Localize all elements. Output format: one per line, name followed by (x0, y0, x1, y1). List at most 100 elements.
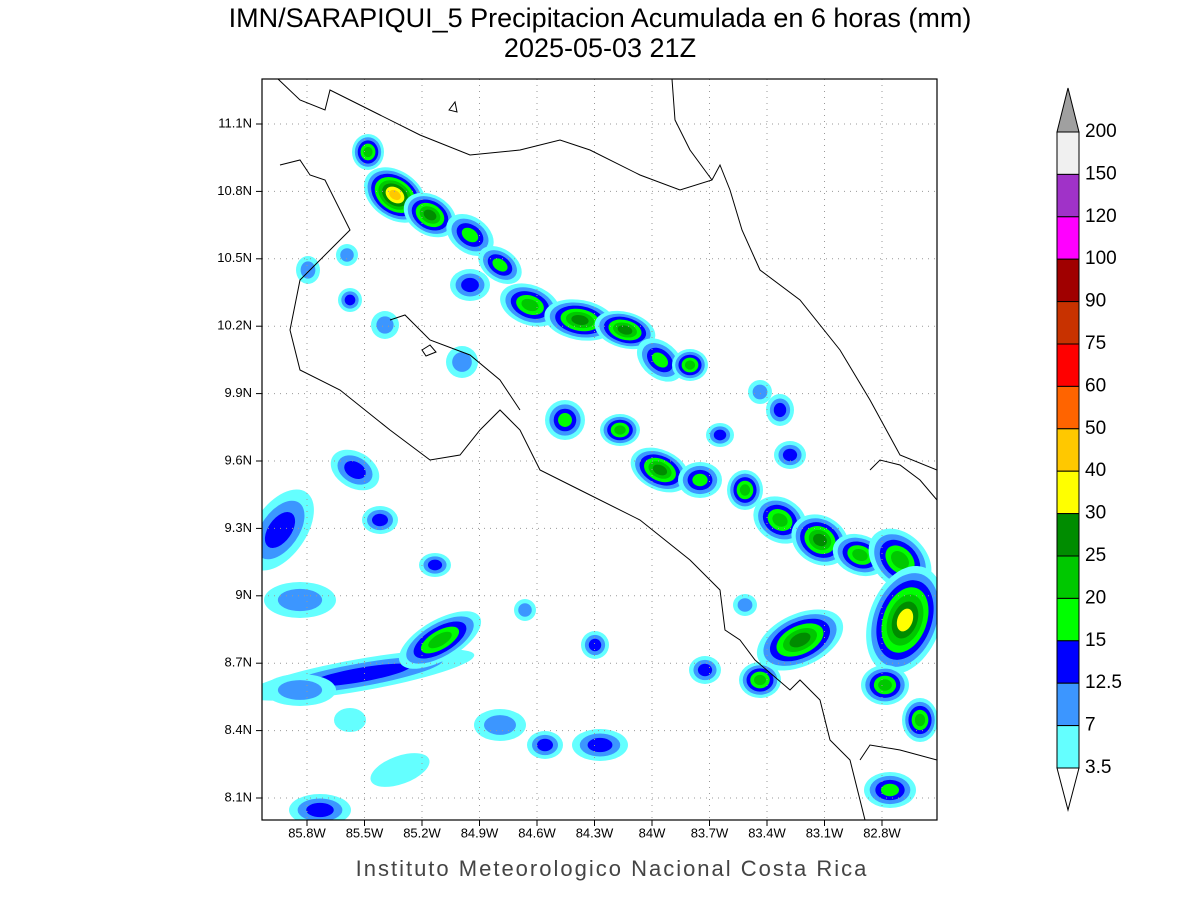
lat-label: 8.7N (225, 655, 252, 670)
map-frame (261, 78, 938, 821)
colorbar-label: 75 (1085, 333, 1106, 354)
precip-contour (452, 352, 472, 372)
colorbar-band (1056, 470, 1080, 515)
precip-contour (300, 261, 316, 279)
precip-contour (537, 738, 553, 752)
colorbar-label: 60 (1085, 375, 1106, 396)
precip-contour (277, 588, 323, 612)
lat-label: 10.2N (217, 318, 252, 333)
colorbar-band (1056, 555, 1080, 599)
coastline (869, 459, 937, 501)
lat-label: 10.5N (217, 250, 252, 265)
precip-contour (697, 663, 713, 677)
coastline (671, 79, 713, 181)
precip-contour (370, 753, 430, 787)
lon-label: 83.7W (691, 825, 729, 840)
colorbar-band (1056, 131, 1080, 175)
colorbar: 200 150 120 100 90 75 60 50 40 30 25 20 15 12.5 7 3.5 (1056, 87, 1122, 812)
colorbar-label: 100 (1085, 248, 1117, 269)
colorbar-band (1056, 258, 1080, 303)
precip-contour (852, 548, 868, 562)
precip-contour (896, 608, 914, 632)
precip-contour (492, 258, 508, 272)
precip-contour (772, 513, 788, 527)
precip-contour (614, 425, 626, 435)
colorbar-label: 90 (1085, 291, 1106, 312)
coastlines (277, 79, 937, 820)
coastline (421, 100, 458, 357)
colorbar-band (1056, 385, 1080, 430)
colorbar-under (1056, 767, 1080, 812)
colorbar-label: 30 (1085, 503, 1106, 524)
lat-label: 8.4N (225, 722, 252, 737)
precip-contour (891, 551, 909, 569)
precip-contour (684, 360, 696, 370)
coastline (859, 744, 937, 761)
footer: Instituto Meteorologico Nacional Costa R… (356, 856, 869, 881)
colorbar-over (1056, 87, 1080, 133)
coastline (389, 314, 521, 411)
colorbar-band (1056, 343, 1080, 387)
precip-field (262, 134, 937, 820)
precip-contour (306, 802, 334, 818)
precip-contour (344, 294, 356, 306)
lat-label: 10.8N (217, 183, 252, 198)
colorbar-band (1056, 216, 1080, 260)
colorbar-label: 12.5 (1085, 672, 1122, 693)
lon-label: 85.8W (288, 825, 326, 840)
colorbar-label: 200 (1085, 121, 1117, 142)
precip-contour (423, 209, 437, 221)
grid: 11.1N 10.8N 10.5N 10.2N 9.9N 9.6N 9.3N 9N 8.7N 8.… (217, 79, 937, 840)
colorbar-label: 25 (1085, 545, 1106, 566)
precip-contour (340, 248, 354, 262)
lon-label: 85.2W (403, 825, 441, 840)
precip-contour (713, 429, 727, 441)
colorbar-band (1056, 513, 1080, 557)
precip-contour (813, 533, 827, 547)
precip-contour (428, 631, 452, 649)
precip-contour (427, 559, 443, 571)
colorbar-label: 150 (1085, 163, 1117, 184)
coastline (279, 159, 866, 820)
lat-label: 9.3N (225, 520, 252, 535)
precip-contour (754, 674, 766, 686)
lon-label: 85.5W (346, 825, 384, 840)
precip-contour (372, 513, 388, 527)
colorbar-label: 20 (1085, 587, 1106, 608)
colorbar-label: 3.5 (1085, 757, 1111, 778)
precip-contour (587, 737, 613, 753)
precip-contour (376, 316, 394, 334)
lon-label: 83.1W (806, 825, 844, 840)
lat-label: 9.6N (225, 452, 252, 467)
lat-label: 8.1N (225, 789, 252, 804)
precip-contour (344, 460, 366, 480)
precip-contour (588, 638, 602, 652)
lon-label: 84.3W (576, 825, 614, 840)
precip-contour (334, 708, 366, 732)
colorbar-label: 120 (1085, 206, 1117, 227)
precip-contour (878, 679, 892, 691)
lon-label: 84.6W (518, 825, 556, 840)
precip-contour (739, 484, 751, 496)
precip-contour (737, 598, 753, 612)
colorbar-label: 15 (1085, 630, 1106, 651)
precip-contour (277, 680, 323, 700)
precip-contour (789, 632, 811, 648)
precip-contour (389, 189, 401, 201)
precip-contour (461, 277, 479, 293)
precip-contour (363, 146, 373, 158)
lon-label: 82.8W (863, 825, 901, 840)
colorbar-band (1056, 301, 1080, 345)
colorbar-band (1056, 640, 1080, 684)
precip-contour (773, 402, 787, 418)
precip-contour (782, 448, 798, 462)
precip-contour (264, 511, 296, 549)
colorbar-label: 50 (1085, 418, 1106, 439)
colorbar-band (1056, 682, 1080, 727)
colorbar-band (1056, 597, 1080, 642)
colorbar-label: 40 (1085, 460, 1106, 481)
precip-contour (880, 783, 900, 797)
lat-label: 9.9N (225, 385, 252, 400)
precip-contour (558, 413, 572, 427)
precip-contour (617, 325, 633, 335)
